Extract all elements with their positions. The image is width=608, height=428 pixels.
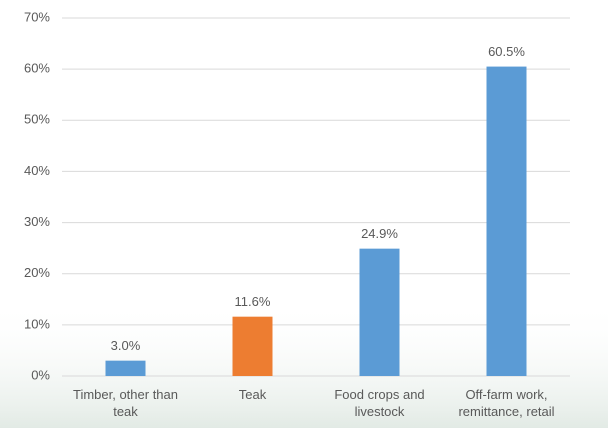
value-label: 60.5%	[488, 44, 525, 59]
y-tick-label: 20%	[24, 265, 50, 280]
x-tick-label: Timber, other than teak	[72, 387, 178, 419]
bar	[232, 316, 273, 376]
y-tick-label: 10%	[24, 316, 50, 331]
value-label: 11.6%	[235, 294, 271, 309]
bar	[105, 360, 146, 376]
bar	[359, 248, 400, 376]
x-tick-label: Off-farm work, remittance, retail	[458, 387, 555, 419]
y-tick-label: 40%	[24, 163, 50, 178]
x-tick-label: Food crops and livestock	[334, 387, 425, 419]
x-tick-label: Teak	[238, 387, 267, 402]
bar	[486, 66, 527, 376]
y-tick-label: 70%	[24, 9, 50, 24]
y-tick-label: 60%	[24, 61, 50, 76]
value-label: 24.9%	[361, 226, 398, 241]
y-tick-label: 30%	[24, 214, 50, 229]
y-tick-label: 0%	[31, 367, 50, 382]
value-label: 3.0%	[111, 338, 141, 353]
y-tick-label: 50%	[24, 112, 50, 127]
